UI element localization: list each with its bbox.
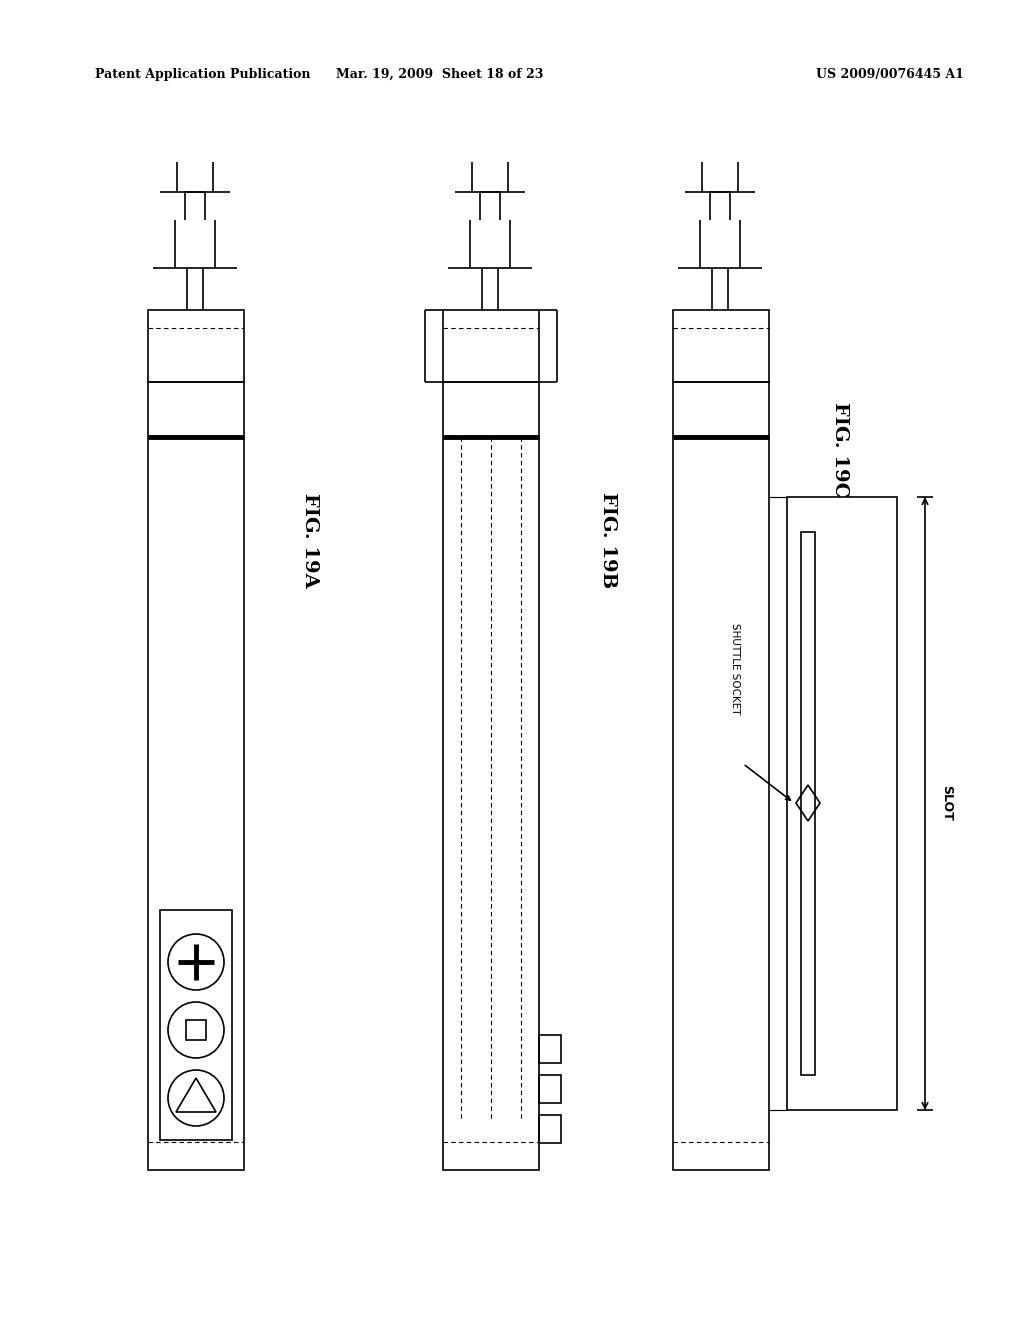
Bar bbox=[539, 1035, 561, 1063]
Text: FIG. 19B: FIG. 19B bbox=[599, 492, 617, 589]
Bar bbox=[801, 532, 815, 1074]
Bar bbox=[673, 310, 769, 381]
Polygon shape bbox=[176, 1078, 216, 1111]
Bar bbox=[673, 381, 769, 1170]
Text: Mar. 19, 2009  Sheet 18 of 23: Mar. 19, 2009 Sheet 18 of 23 bbox=[336, 69, 544, 81]
Text: US 2009/0076445 A1: US 2009/0076445 A1 bbox=[816, 69, 964, 81]
Bar bbox=[539, 1074, 561, 1104]
Text: FIG. 19C: FIG. 19C bbox=[831, 403, 849, 498]
Circle shape bbox=[168, 1002, 224, 1059]
Text: Patent Application Publication: Patent Application Publication bbox=[95, 69, 310, 81]
Bar bbox=[443, 381, 539, 1170]
Circle shape bbox=[168, 935, 224, 990]
Bar bbox=[148, 310, 244, 381]
Text: SLOT: SLOT bbox=[940, 785, 953, 821]
Bar bbox=[148, 381, 244, 1170]
Bar bbox=[443, 310, 539, 381]
Circle shape bbox=[168, 1071, 224, 1126]
Bar bbox=[787, 498, 897, 1110]
Bar bbox=[160, 909, 232, 1140]
Bar bbox=[186, 1020, 206, 1040]
Text: SHUTTLE SOCKET: SHUTTLE SOCKET bbox=[730, 623, 740, 714]
Text: FIG. 19A: FIG. 19A bbox=[301, 492, 319, 587]
Bar bbox=[539, 1115, 561, 1143]
